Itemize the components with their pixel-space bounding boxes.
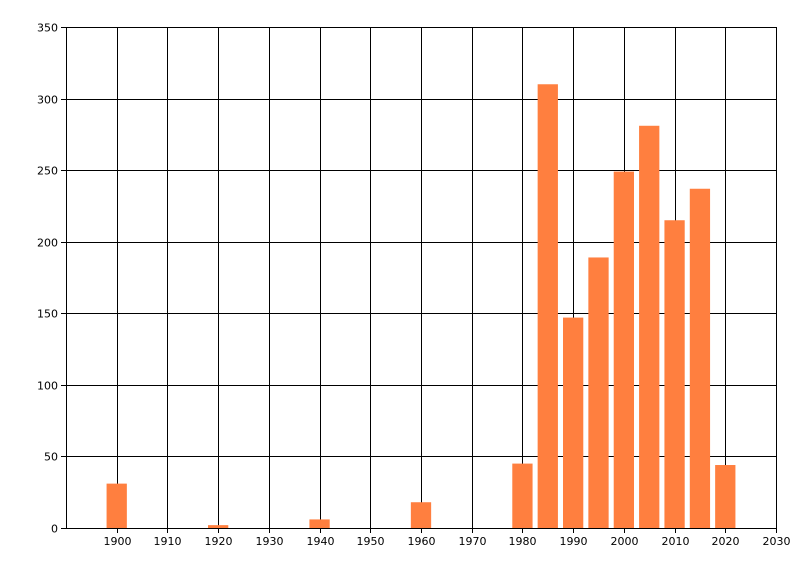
y-tick-label: 200 [37,237,58,250]
x-tick-label: 1950 [357,535,385,548]
bar-1995 [588,257,609,528]
x-tick-label: 1960 [408,535,436,548]
y-tick-label: 300 [37,94,58,107]
x-tick-label: 2030 [763,535,791,548]
x-tick-label: 1940 [307,535,335,548]
axes [61,27,777,533]
y-tick-label: 50 [44,451,58,464]
y-tick-label: 350 [37,22,58,35]
x-tick-label: 1990 [560,535,588,548]
x-tick-label: 2010 [662,535,690,548]
bar-2000 [613,171,634,528]
x-tick-label: 1970 [459,535,487,548]
y-tick-label: 150 [37,308,58,321]
bar-1985 [537,84,558,528]
x-axis-tick-labels: 1900 1910 1920 1930 1940 1950 1960 1970 1980 1990… [104,535,791,548]
bars [106,84,736,529]
bar-1960 [410,502,432,528]
y-tick-label: 0 [51,523,58,536]
x-tick-label: 1980 [509,535,537,548]
y-tick-label: 100 [37,380,58,393]
x-tick-label: 1920 [205,535,233,548]
bar-1980 [512,463,533,528]
x-tick-label: 2000 [611,535,639,548]
x-tick-label: 1910 [154,535,182,548]
x-tick-label: 1900 [104,535,132,548]
y-tick-label: 250 [37,165,58,178]
bar-2015 [689,188,711,528]
bar-1940 [309,519,330,528]
x-tick-label: 2020 [712,535,740,548]
y-axis-tick-labels: 0 50 100 150 200 250 300 350 [37,22,58,536]
bar-2005 [639,125,660,529]
bar-2010 [664,220,685,528]
bar-1920 [208,525,229,528]
bar-2020 [715,465,736,528]
bar-1900 [106,483,127,528]
bar-1990 [563,317,584,528]
x-tick-label: 1930 [256,535,284,548]
